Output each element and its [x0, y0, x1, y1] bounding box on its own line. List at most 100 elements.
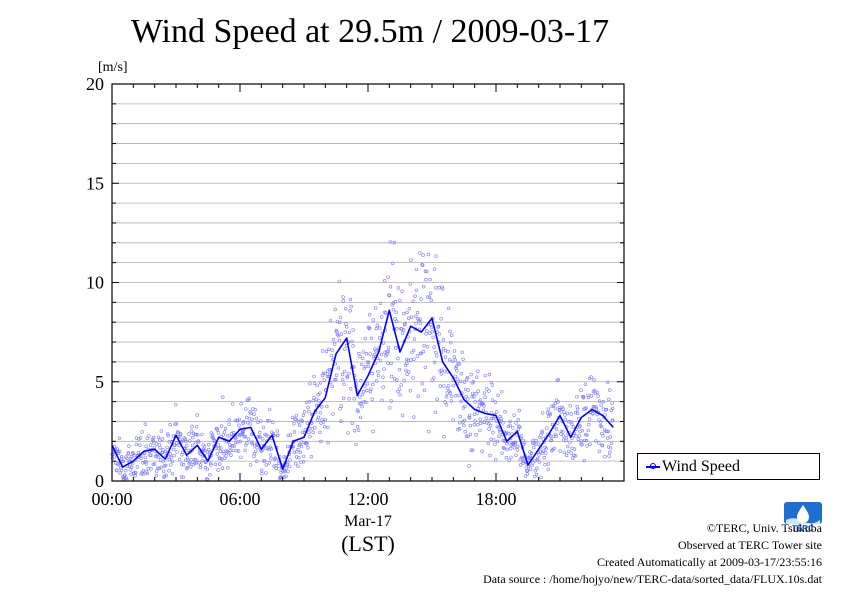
scatter-point [433, 360, 437, 364]
scatter-point [577, 434, 582, 438]
scatter-point [263, 459, 267, 463]
scatter-point [567, 449, 571, 454]
scatter-point [189, 429, 194, 433]
scatter-point [319, 439, 323, 444]
scatter-points [110, 240, 615, 482]
scatter-point [224, 454, 228, 458]
scatter-point [480, 449, 484, 453]
scatter-point [455, 369, 459, 373]
scatter-point [402, 379, 406, 383]
scatter-point [591, 411, 595, 415]
scatter-point [523, 474, 528, 478]
scatter-point [474, 391, 478, 396]
scatter-point [332, 342, 337, 346]
scatter-point [501, 446, 506, 450]
scatter-point [184, 458, 188, 462]
scatter-point [337, 279, 341, 284]
scatter-point [562, 410, 566, 414]
scatter-point [344, 307, 348, 311]
scatter-point [392, 240, 396, 245]
scatter-point [403, 322, 407, 326]
scatter-point [284, 466, 289, 470]
scatter-point [234, 436, 238, 440]
scatter-point [334, 377, 338, 382]
scatter-point [341, 396, 346, 400]
scatter-point [431, 335, 435, 339]
scatter-point [531, 461, 535, 465]
scatter-point [239, 455, 243, 460]
scatter-point [369, 336, 373, 340]
scatter-point [411, 376, 415, 380]
scatter-point [246, 421, 250, 425]
scatter-point [297, 423, 302, 427]
x-date-label: Mar-17 [344, 513, 392, 530]
scatter-point [117, 436, 122, 440]
scatter-point [173, 443, 177, 447]
scatter-point [119, 457, 124, 461]
scatter-point [242, 420, 246, 424]
scatter-point [267, 419, 271, 423]
scatter-point [422, 388, 427, 392]
scatter-point [396, 389, 400, 394]
scatter-point [195, 413, 200, 417]
scatter-point [446, 384, 451, 388]
scatter-point [247, 417, 252, 421]
scatter-point [493, 442, 497, 446]
scatter-point [544, 451, 548, 455]
scatter-point [248, 422, 252, 426]
legend: Wind Speed [637, 453, 820, 480]
scatter-point [341, 377, 345, 382]
scatter-point [453, 394, 458, 398]
scatter-point [347, 330, 352, 335]
scatter-point [146, 466, 150, 471]
scatter-point [190, 424, 194, 429]
scatter-point [261, 437, 265, 441]
scatter-point [599, 424, 604, 429]
scatter-point [425, 269, 429, 274]
scatter-point [579, 439, 583, 443]
scatter-point [179, 475, 184, 479]
scatter-point [548, 411, 552, 415]
scatter-point [414, 288, 419, 292]
scatter-point [169, 455, 173, 460]
scatter-point [389, 374, 394, 379]
scatter-point [573, 454, 578, 458]
scatter-point [388, 406, 392, 410]
scatter-point [451, 359, 455, 364]
scatter-point [557, 407, 562, 412]
scatter-point [269, 456, 273, 461]
scatter-point [254, 416, 258, 421]
scatter-point [610, 418, 615, 422]
scatter-point [156, 466, 160, 470]
scatter-point [564, 438, 568, 443]
scatter-point [203, 448, 207, 453]
scatter-point [500, 390, 504, 394]
scatter-point [358, 354, 362, 359]
scatter-point [164, 473, 169, 478]
scatter-point [603, 454, 607, 459]
scatter-point [187, 432, 191, 436]
scatter-point [127, 444, 131, 448]
scatter-point [440, 285, 444, 289]
scatter-point [258, 435, 262, 439]
scatter-point [147, 434, 151, 438]
scatter-point [288, 433, 293, 437]
scatter-point [521, 461, 525, 465]
scatter-point [540, 431, 544, 435]
scatter-point [175, 430, 180, 435]
scatter-point [386, 345, 391, 350]
scatter-point [307, 430, 311, 435]
scatter-point [478, 398, 483, 402]
scatter-point [318, 391, 322, 395]
scatter-point [535, 466, 539, 470]
scatter-point [168, 423, 172, 427]
scatter-point [133, 470, 138, 475]
scatter-point [294, 413, 299, 418]
scatter-point [546, 407, 550, 411]
scatter-point [258, 430, 262, 435]
scatter-point [533, 469, 538, 473]
scatter-point [352, 429, 357, 433]
scatter-point [343, 369, 347, 374]
scatter-point [177, 457, 182, 462]
